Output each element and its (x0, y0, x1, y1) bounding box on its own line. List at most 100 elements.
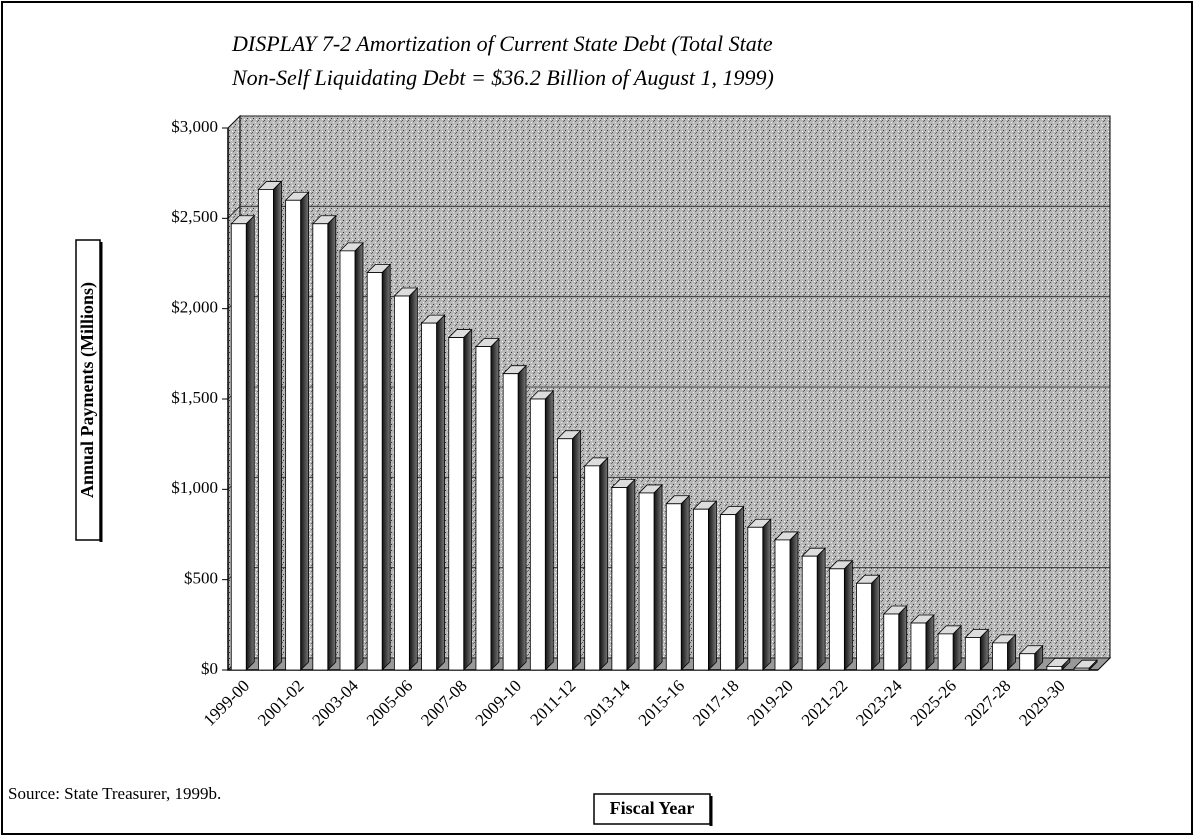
bar-side (653, 483, 663, 671)
bar (230, 214, 256, 671)
bar-front (529, 398, 546, 671)
bar-front (964, 637, 981, 671)
bar (1018, 644, 1044, 671)
bar (638, 483, 663, 671)
bar-side (843, 559, 853, 671)
x-tick-label: 2009-10 (472, 676, 526, 730)
bar (502, 364, 528, 671)
bar (1045, 657, 1071, 671)
x-title-box: Fiscal Year (593, 793, 713, 826)
bar-side (925, 614, 935, 671)
bar (339, 241, 364, 671)
bar-front (285, 199, 301, 671)
x-tick-label: 2019-20 (743, 676, 797, 730)
bar (583, 456, 609, 671)
bar (964, 628, 990, 671)
bar (746, 518, 772, 671)
bar (801, 547, 827, 671)
bar (556, 429, 582, 671)
x-axis-title: Fiscal Year (610, 798, 695, 818)
y-tick-label: $1,500 (171, 388, 218, 407)
bar (420, 314, 446, 671)
y-title-box: Annual Payments (Millions) (75, 239, 103, 542)
bar (665, 494, 691, 671)
bar (828, 559, 854, 671)
bar-front (665, 503, 682, 671)
bar (474, 337, 500, 671)
bar-front (339, 250, 356, 671)
bar-front (747, 526, 764, 671)
bar-side (327, 214, 337, 671)
bar-front (366, 272, 383, 671)
bar (909, 614, 935, 671)
x-tick-label: 2029-30 (1015, 676, 1069, 730)
bar-front (584, 465, 601, 671)
x-tick-label: 2021-22 (798, 676, 852, 730)
bar-side (544, 390, 554, 671)
bar-front (1046, 665, 1063, 671)
bar-side (898, 605, 908, 671)
bar-front (801, 555, 818, 671)
grid-line (227, 205, 1110, 219)
x-tick-label: 1999-00 (200, 676, 254, 730)
bar-side (463, 328, 473, 671)
bar-side (572, 429, 581, 671)
bar-front (910, 622, 927, 671)
bar-side (273, 180, 282, 671)
bar-front (312, 223, 329, 671)
bar-front (557, 438, 573, 671)
bar-side (626, 478, 636, 671)
y-tick-label: $2,500 (171, 207, 218, 226)
bar-front (393, 295, 410, 671)
bar-side (436, 314, 445, 671)
bar-side (762, 518, 772, 671)
chart-title: Non-Self Liquidating Debt = $36.2 Billio… (231, 65, 774, 90)
y-tick-label: $500 (184, 569, 218, 588)
bar-front (421, 322, 437, 671)
y-tick-label: $0 (201, 659, 218, 678)
x-tick-label: 2015-16 (635, 676, 689, 730)
bar-side (816, 547, 826, 671)
bar-front (502, 373, 519, 671)
bar-front (1073, 667, 1090, 671)
x-tick-label: 2013-14 (580, 676, 634, 730)
bar (882, 605, 908, 671)
bar (311, 214, 337, 671)
bar (774, 530, 799, 671)
bar-front (937, 633, 954, 671)
bar-side (245, 214, 255, 671)
bar-side (354, 241, 364, 671)
bar-side (680, 494, 690, 671)
bar-front (992, 642, 1008, 671)
x-tick-label: 2027-28 (961, 676, 1015, 730)
bar-side (599, 456, 609, 671)
bar (529, 390, 555, 671)
bar-front (475, 346, 492, 671)
y-tick-label: $2,000 (171, 298, 218, 317)
x-tick-label: 2007-08 (417, 676, 471, 730)
bar-front (828, 568, 845, 671)
bar-front (720, 514, 736, 671)
bar-front (774, 539, 791, 671)
x-tick-label: 2023-24 (852, 676, 906, 730)
bar (257, 180, 283, 671)
bar-side (517, 364, 527, 671)
bar-front (883, 613, 900, 671)
bar-front (611, 487, 628, 671)
bar-side (381, 263, 391, 671)
bar-front (693, 508, 709, 671)
bar-side (735, 505, 744, 671)
bar-front (638, 492, 655, 671)
bar-front (230, 223, 247, 671)
x-tick-label: 2003-04 (308, 676, 362, 730)
x-tick-label: 2001-02 (254, 676, 308, 730)
x-tick-label: 2011-12 (526, 676, 579, 729)
y-tick-label: $1,000 (171, 478, 218, 497)
bar-side (300, 191, 309, 671)
bar (393, 287, 419, 671)
bar (991, 633, 1017, 671)
y-axis-title: Annual Payments (Millions) (77, 282, 98, 498)
bar (937, 624, 963, 671)
bar-front (258, 189, 274, 671)
